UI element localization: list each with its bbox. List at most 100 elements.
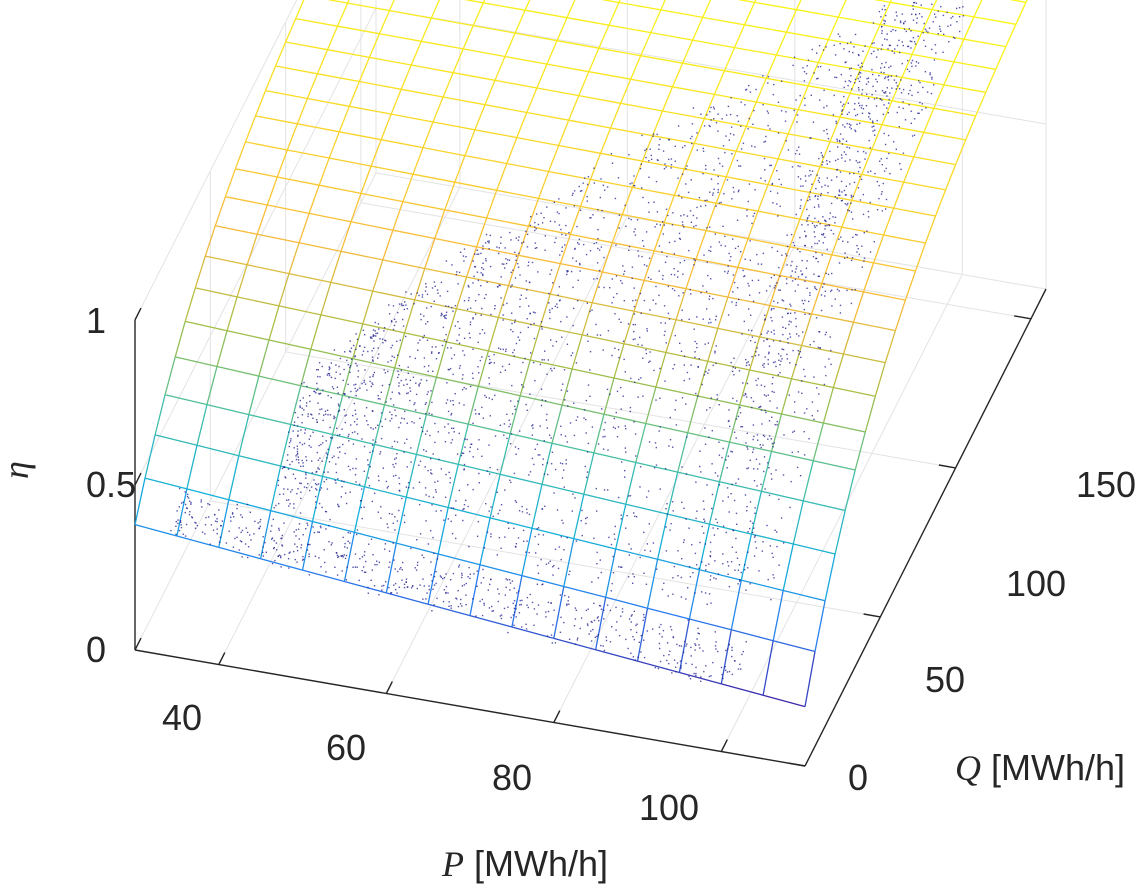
- surface-line: [903, 181, 946, 191]
- scatter-point: [472, 456, 474, 458]
- scatter-point: [850, 196, 853, 198]
- scatter-point: [519, 331, 522, 334]
- scatter-point: [371, 359, 374, 361]
- scatter-point: [344, 492, 347, 494]
- surface-line: [329, 157, 372, 167]
- surface-line: [771, 450, 814, 462]
- scatter-point: [322, 419, 324, 422]
- surface-line: [975, 92, 987, 117]
- scatter-point: [525, 297, 527, 299]
- scatter-point: [300, 465, 302, 468]
- scatter-point: [864, 45, 866, 47]
- scatter-point: [341, 480, 343, 482]
- scatter-point: [404, 301, 406, 303]
- scatter-point: [633, 231, 635, 233]
- surface-line: [454, 181, 497, 191]
- scatter-point: [812, 121, 815, 123]
- scatter-point: [501, 263, 504, 265]
- scatter-point: [391, 417, 393, 420]
- scatter-point: [859, 76, 861, 78]
- scatter-point: [497, 286, 499, 288]
- surface-line: [258, 339, 270, 377]
- scatter-point: [801, 259, 803, 262]
- scatter-point: [873, 125, 875, 127]
- scatter-point: [465, 604, 467, 606]
- scatter-point: [645, 583, 648, 585]
- scatter-point: [564, 435, 567, 437]
- scatter-point: [639, 292, 642, 295]
- scatter-point: [768, 351, 770, 353]
- scatter-point: [426, 339, 429, 341]
- surface-line: [777, 158, 821, 168]
- scatter-point: [628, 217, 630, 220]
- scatter-point: [335, 463, 337, 465]
- scatter-point: [384, 418, 387, 420]
- scatter-point: [791, 280, 794, 282]
- scatter-point: [811, 415, 813, 417]
- scatter-point: [326, 409, 329, 411]
- scatter-point: [396, 520, 399, 522]
- scatter-point: [585, 522, 587, 525]
- scatter-point: [791, 166, 794, 168]
- scatter-point: [514, 277, 517, 279]
- surface-line: [360, 192, 404, 203]
- surface-line: [751, 533, 794, 545]
- scatter-point: [372, 439, 374, 441]
- scatter-point: [792, 64, 794, 67]
- scatter-point: [187, 497, 190, 499]
- surface-line: [943, 84, 986, 93]
- scatter-point: [728, 643, 730, 646]
- scatter-point: [609, 641, 612, 643]
- scatter-point: [390, 320, 393, 322]
- scatter-point: [950, 24, 952, 26]
- scatter-point: [303, 409, 305, 411]
- scatter-point: [299, 512, 302, 514]
- scatter-point: [702, 650, 704, 652]
- scatter-point: [241, 529, 244, 532]
- scatter-point: [490, 361, 492, 364]
- scatter-point: [694, 340, 696, 343]
- surface-line: [913, 132, 925, 158]
- scatter-point: [583, 417, 585, 419]
- scatter-point: [752, 300, 755, 302]
- scatter-point: [494, 308, 496, 310]
- scatter-point: [402, 325, 405, 327]
- scatter-point: [762, 75, 764, 77]
- scatter-point: [541, 359, 543, 361]
- scatter-point: [727, 105, 730, 108]
- scatter-point: [682, 224, 684, 226]
- surface-line: [615, 504, 627, 550]
- scatter-point: [405, 581, 407, 583]
- scatter-point: [403, 583, 406, 585]
- scatter-point: [747, 448, 749, 450]
- scatter-point: [787, 342, 789, 344]
- surface-line: [687, 395, 699, 433]
- scatter-point: [513, 527, 515, 529]
- surface-line: [504, 55, 548, 65]
- scatter-point: [910, 84, 912, 87]
- scatter-point: [808, 313, 811, 315]
- scatter-point: [640, 651, 642, 653]
- scatter-point: [372, 383, 374, 386]
- scatter-point: [262, 555, 264, 557]
- surface-line: [871, 124, 883, 150]
- scatter-point: [913, 134, 916, 136]
- scatter-point: [517, 590, 520, 592]
- scatter-point: [739, 406, 741, 409]
- scatter-point: [273, 540, 275, 542]
- surface-line: [777, 133, 789, 160]
- scatter-point: [492, 515, 494, 518]
- scatter-point: [730, 256, 732, 258]
- scatter-point: [839, 141, 841, 143]
- surface-line: [599, 127, 612, 154]
- scatter-point: [299, 405, 301, 407]
- scatter-point: [407, 372, 409, 374]
- scatter-point: [958, 7, 961, 9]
- scatter-point: [807, 199, 809, 202]
- scatter-point: [748, 364, 750, 366]
- scatter-point: [587, 176, 590, 178]
- surface-line: [245, 141, 288, 151]
- scatter-point: [513, 600, 516, 602]
- scatter-point: [249, 534, 251, 536]
- scatter-point: [880, 67, 882, 69]
